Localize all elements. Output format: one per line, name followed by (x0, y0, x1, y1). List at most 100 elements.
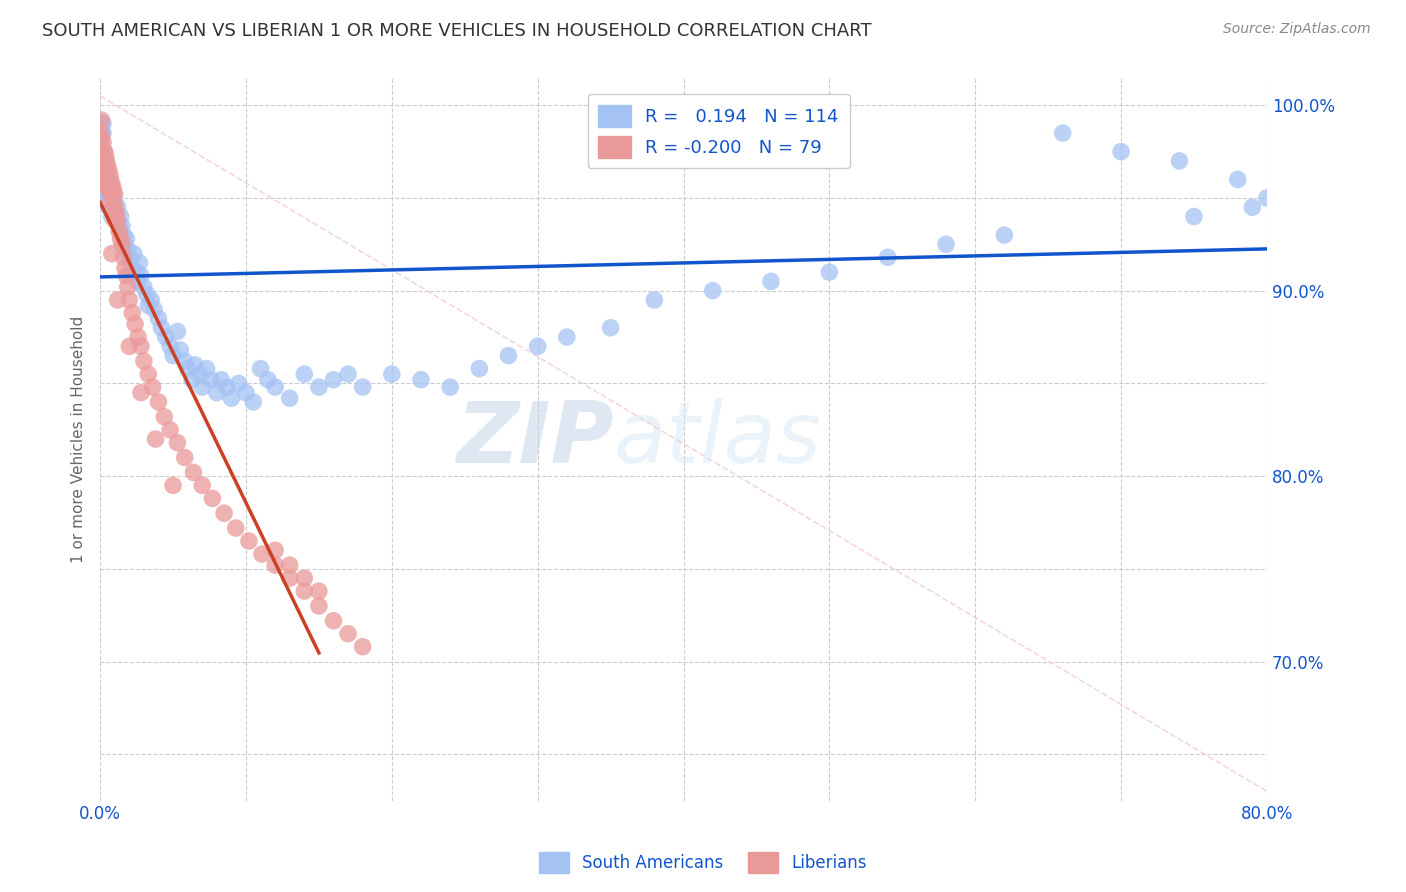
Point (91, 126, 114, 140)
Point (125, 265, 148, 279)
Point (96, 172, 118, 186)
Point (103, 182, 125, 196)
Point (257, 373, 280, 387)
Point (643, 293, 665, 307)
Point (201, 491, 224, 506)
Point (94, 153, 117, 168)
Point (94, 150, 117, 164)
Point (118, 250, 141, 264)
Point (97, 163, 120, 178)
Point (98, 169, 121, 183)
Point (97, 200, 120, 214)
Point (759, 274, 782, 288)
Point (91, 150, 114, 164)
Point (107, 293, 129, 307)
Point (337, 367, 360, 381)
Point (1168, 153, 1191, 168)
Point (111, 237, 134, 252)
Point (176, 361, 198, 376)
Y-axis label: 1 or more Vehicles in Household: 1 or more Vehicles in Household (72, 316, 86, 563)
Point (188, 367, 211, 381)
Point (91, 153, 114, 168)
Point (91, 172, 114, 186)
Point (228, 376, 250, 391)
Point (191, 380, 214, 394)
Point (108, 224, 131, 238)
Point (96, 158, 118, 172)
Point (90, 145, 112, 159)
Point (121, 261, 143, 276)
Legend: South Americans, Liberians: South Americans, Liberians (531, 846, 875, 880)
Point (1270, 219, 1292, 233)
Point (90, 150, 112, 164)
Point (215, 380, 238, 394)
Point (264, 380, 287, 394)
Point (264, 543, 287, 558)
Point (468, 361, 491, 376)
Point (1343, 210, 1365, 224)
Point (129, 339, 152, 353)
Point (101, 176, 124, 190)
Text: atlas: atlas (613, 398, 821, 481)
Point (103, 187, 125, 202)
Point (818, 265, 841, 279)
Point (162, 478, 184, 492)
Point (90, 113, 112, 128)
Point (322, 373, 344, 387)
Point (118, 293, 141, 307)
Text: SOUTH AMERICAN VS LIBERIAN 1 OR MORE VEHICLES IN HOUSEHOLD CORRELATION CHART: SOUTH AMERICAN VS LIBERIAN 1 OR MORE VEH… (42, 22, 872, 40)
Point (107, 213, 129, 227)
Point (162, 349, 184, 363)
Point (112, 228, 135, 243)
Point (90, 153, 112, 168)
Point (97, 176, 120, 190)
Point (127, 330, 149, 344)
Point (101, 246, 124, 260)
Point (169, 343, 191, 357)
Point (90, 117, 112, 131)
Point (1315, 219, 1337, 233)
Point (104, 200, 127, 214)
Point (221, 391, 243, 405)
Point (381, 367, 404, 381)
Point (308, 599, 330, 613)
Point (96, 182, 118, 196)
Point (91, 163, 114, 178)
Point (249, 361, 271, 376)
Point (117, 280, 139, 294)
Point (101, 210, 124, 224)
Point (93, 163, 115, 178)
Point (104, 187, 127, 202)
Point (159, 423, 181, 437)
Point (209, 373, 232, 387)
Point (278, 391, 301, 405)
Point (183, 466, 205, 480)
Point (143, 302, 166, 317)
Point (702, 284, 724, 298)
Point (107, 200, 129, 214)
Point (292, 367, 315, 381)
Point (111, 219, 134, 233)
Point (93, 145, 115, 159)
Point (439, 380, 461, 394)
Point (195, 361, 218, 376)
Point (141, 293, 163, 307)
Point (150, 320, 173, 334)
Point (1109, 145, 1132, 159)
Point (166, 435, 188, 450)
Point (93, 172, 115, 186)
Point (292, 571, 315, 585)
Point (129, 385, 152, 400)
Point (118, 339, 141, 353)
Point (1226, 172, 1249, 186)
Point (91, 176, 114, 190)
Point (250, 547, 273, 561)
Point (173, 450, 195, 465)
Point (136, 299, 159, 313)
Point (90, 126, 112, 140)
Point (1256, 191, 1278, 205)
Point (101, 187, 124, 202)
Point (308, 380, 330, 394)
Point (136, 367, 159, 381)
Point (181, 373, 204, 387)
